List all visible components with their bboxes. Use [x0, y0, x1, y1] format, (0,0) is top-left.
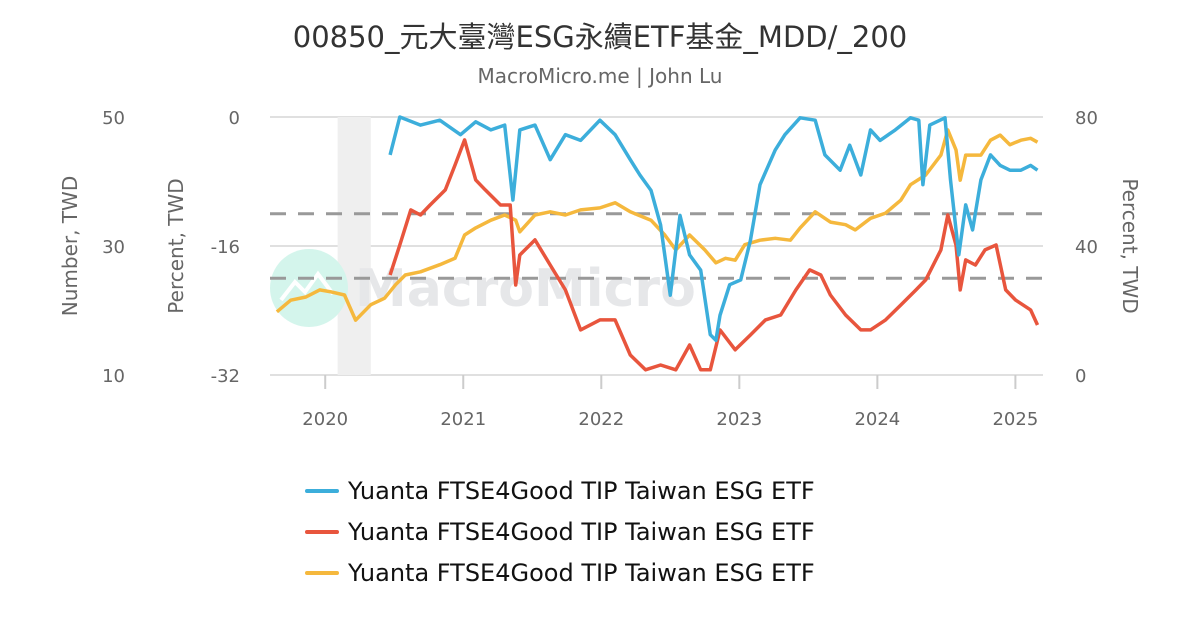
- legend-item-yellow[interactable]: Yuanta FTSE4Good TIP Taiwan ESG ETF: [305, 552, 815, 593]
- reference-lines: [270, 212, 1043, 280]
- chart-subtitle: MacroMicro.me | John Lu: [477, 64, 723, 88]
- watermark-text: MacroMicro: [355, 259, 696, 319]
- series-lines: [275, 115, 1040, 372]
- x-tick-label: 2022: [578, 409, 624, 430]
- legend-item-blue[interactable]: Yuanta FTSE4Good TIP Taiwan ESG ETF: [305, 470, 815, 511]
- x-tick-label: 2025: [992, 409, 1038, 430]
- legend-label: Yuanta FTSE4Good TIP Taiwan ESG ETF: [348, 517, 815, 546]
- y-axis-title-percent-left: Percent, TWD: [164, 178, 188, 313]
- x-tick-label: 2023: [716, 409, 762, 430]
- y-axis-title-percent-right: Percent, TWD: [1118, 178, 1142, 313]
- axis-ticks: 2020 2021 2022 2023 2024 2025 50 30 10 0 -16 -32 80 4…: [102, 108, 1098, 430]
- shaded-period: [337, 117, 371, 375]
- y-tick-label-left-outer: 50: [102, 108, 125, 129]
- x-tick-label: 2021: [440, 409, 486, 430]
- legend-swatch: [305, 488, 339, 493]
- y-tick-label-left-inner: 0: [229, 108, 240, 129]
- y-tick-label-left-outer: 10: [102, 366, 125, 387]
- legend-swatch: [305, 570, 339, 575]
- x-tick-label: 2020: [302, 409, 348, 430]
- x-tick-label: 2024: [854, 409, 900, 430]
- y-tick-label-right: 0: [1075, 366, 1086, 387]
- legend: Yuanta FTSE4Good TIP Taiwan ESG ETF Yuan…: [305, 470, 815, 593]
- y-tick-label-left-outer: 30: [102, 237, 125, 258]
- legend-item-red[interactable]: Yuanta FTSE4Good TIP Taiwan ESG ETF: [305, 511, 815, 552]
- series-line-0: [388, 115, 1039, 343]
- y-tick-label-right: 80: [1075, 108, 1098, 129]
- legend-label: Yuanta FTSE4Good TIP Taiwan ESG ETF: [348, 476, 815, 505]
- y-tick-label-left-inner: -32: [211, 366, 240, 387]
- legend-label: Yuanta FTSE4Good TIP Taiwan ESG ETF: [348, 558, 815, 587]
- shaded-period-rect: [337, 117, 371, 375]
- legend-swatch: [305, 529, 339, 534]
- chart-title: 00850_元大臺灣ESG永續ETF基金_MDD/_200: [292, 20, 908, 54]
- macromicro-watermark: MacroMicro: [270, 249, 696, 327]
- y-tick-label-right: 40: [1075, 237, 1098, 258]
- y-tick-label-left-inner: -16: [211, 237, 240, 258]
- series-line-1: [388, 138, 1040, 372]
- y-axis-title-number: Number, TWD: [58, 176, 82, 316]
